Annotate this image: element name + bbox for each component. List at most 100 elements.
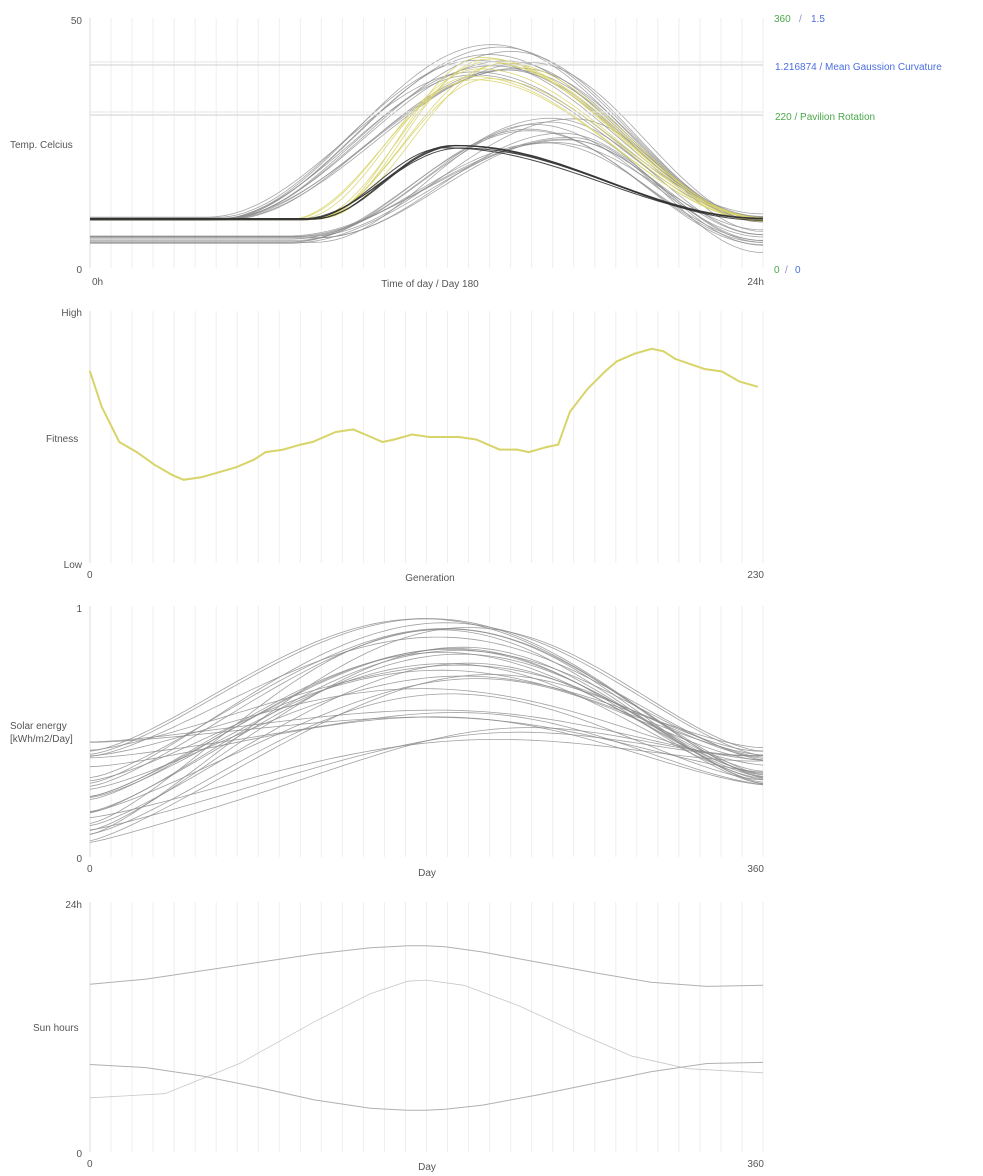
solar-series-line [89, 627, 764, 835]
fitness-point [428, 436, 431, 438]
sunhours-grid [89, 902, 764, 1152]
temperature-y-top-label: 50 [71, 16, 83, 27]
fitness-point [311, 441, 314, 443]
right-axis-bottom-sep: / [785, 265, 788, 276]
fitness-point [756, 385, 759, 388]
fitness-point [568, 410, 571, 413]
fitness-point [475, 438, 478, 441]
solar-series-line [89, 618, 764, 779]
sunhours-series-line [89, 945, 764, 987]
temperature-series-line [90, 139, 764, 242]
solar-x-label: Day [418, 868, 436, 879]
temperature-markers [90, 61, 763, 116]
fitness-point [527, 451, 530, 454]
fitness-point [170, 473, 173, 476]
temperature-x-start-label: 0h [92, 277, 103, 288]
temperature-x-label: Time of day / Day 180 [381, 279, 479, 290]
fitness-point [334, 431, 337, 433]
solar-series-line [89, 712, 764, 785]
right-axis-top-green: 360 [774, 14, 791, 25]
fitness-panel: High Low Fitness 0 Generation 230 [46, 308, 764, 584]
fitness-point [738, 380, 741, 383]
fitness-point [498, 448, 501, 451]
fitness-point [89, 370, 91, 373]
right-axis-bottom-green: 0 [774, 265, 780, 276]
fitness-point [516, 448, 519, 451]
fitness-point [457, 436, 460, 438]
sunhours-x-label: Day [418, 1162, 436, 1173]
fitness-point [100, 405, 103, 408]
sunhours-y-bottom-label: 0 [76, 1149, 82, 1160]
fitness-point [662, 350, 665, 353]
fitness-point [135, 451, 138, 454]
fitness-point [369, 436, 372, 438]
fitness-x-end-label: 230 [747, 570, 764, 581]
curvature-marker-label: 1.216874 / Mean Gaussion Curvature [775, 62, 942, 73]
solar-series-line [89, 688, 764, 766]
fitness-point [633, 352, 636, 355]
solar-series-line [89, 629, 764, 824]
fitness-point [352, 428, 355, 431]
fitness-point [299, 443, 302, 446]
fitness-point [282, 448, 285, 451]
fitness-series-line [89, 347, 758, 481]
sunhours-x-end-label: 360 [747, 1159, 764, 1170]
fitness-point [264, 451, 267, 454]
temperature-y-label: Temp. Celcius [10, 140, 73, 151]
solar-series-line [89, 739, 764, 819]
fitness-point [486, 443, 489, 446]
solar-panel: 1 0 Solar energy [kWh/m2/Day] 0 Day 360 [10, 604, 764, 879]
sunhours-y-top-label: 24h [65, 900, 82, 911]
temperature-x-end-label: 24h [747, 277, 764, 288]
sunhours-y-label: Sun hours [33, 1023, 79, 1034]
fitness-point [615, 360, 618, 363]
solar-y-top-label: 1 [76, 604, 82, 615]
solar-x-start-label: 0 [87, 864, 93, 875]
fitness-point [545, 446, 548, 449]
solar-y-label-unit: [kWh/m2/Day] [10, 734, 73, 745]
solar-y-label: Solar energy [10, 721, 67, 732]
fitness-point [182, 478, 185, 481]
fitness-point [410, 433, 413, 436]
temperature-series-line [90, 142, 764, 238]
solar-series-line [89, 622, 764, 784]
sunhours-series [89, 945, 764, 1111]
sunhours-series-line [89, 1061, 764, 1111]
right-axis-bottom-blue: 0 [795, 265, 801, 276]
solar-x-end-label: 360 [747, 864, 764, 875]
fitness-y-label: Fitness [46, 434, 78, 445]
temperature-grid [89, 18, 764, 268]
right-axis-top-blue: 1.5 [811, 14, 825, 25]
fitness-point [118, 441, 121, 443]
fitness-y-top-label: High [61, 308, 82, 319]
fitness-point [393, 438, 396, 441]
solar-series-line [89, 727, 764, 843]
fitness-point [200, 476, 203, 479]
fitness-point [381, 441, 384, 443]
fitness-point [217, 471, 220, 474]
fitness-x-start-label: 0 [87, 570, 93, 581]
temperature-series [90, 44, 764, 253]
fitness-point [586, 388, 589, 391]
solar-series-line [89, 651, 764, 797]
fitness-point [153, 463, 156, 466]
solar-series-line [89, 674, 764, 842]
fitness-point [557, 443, 560, 446]
solar-series-line [89, 678, 764, 813]
fitness-x-label: Generation [405, 573, 454, 584]
fitness-point [703, 368, 706, 370]
temperature-y-bottom-label: 0 [76, 265, 82, 276]
sunhours-x-start-label: 0 [87, 1159, 93, 1170]
solar-series-line [89, 646, 764, 831]
right-axis-top-sep: / [799, 14, 802, 25]
fitness-point [604, 370, 606, 373]
temperature-series-line [90, 142, 764, 241]
fitness-point [674, 357, 677, 360]
solar-series-line [89, 693, 764, 835]
fitness-point [323, 436, 326, 438]
solar-series-line [89, 709, 764, 761]
solar-series-line [89, 664, 764, 759]
temperature-series-line [90, 130, 764, 243]
rotation-marker-label: 220 / Pavilion Rotation [775, 112, 875, 123]
